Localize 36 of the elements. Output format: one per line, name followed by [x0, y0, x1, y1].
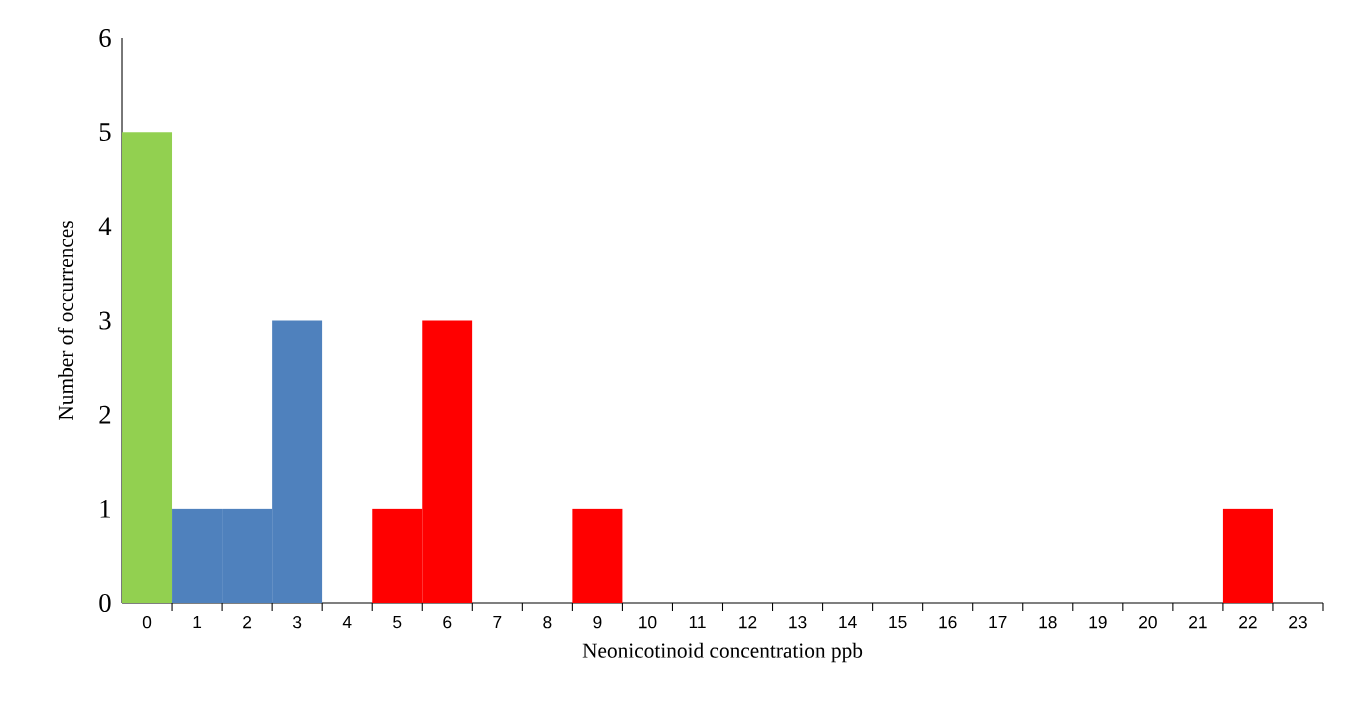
- x-tick-label: 8: [543, 616, 552, 629]
- y-tick-label: 3: [99, 311, 111, 330]
- x-tick-label: 23: [1289, 616, 1307, 629]
- x-tick-label: 22: [1239, 616, 1257, 629]
- x-tick-label: 9: [593, 616, 602, 629]
- x-tick-label: 21: [1189, 616, 1207, 629]
- y-tick-label: 6: [99, 29, 111, 47]
- x-tick-label: 18: [1039, 616, 1057, 629]
- y-tick-label: 2: [99, 405, 111, 424]
- x-tick-label: 0: [142, 616, 152, 629]
- x-tick-label: 2: [243, 616, 252, 629]
- x-tick-label: 13: [789, 616, 807, 629]
- x-axis-title: Neonicotinoid concentration ppb: [582, 642, 863, 663]
- x-tick-label: 1: [193, 616, 202, 628]
- x-tick-label: 3: [293, 616, 302, 629]
- y-axis-title: Number of occurrences: [57, 221, 74, 420]
- x-tick-label: 12: [739, 616, 757, 629]
- y-tick-label: 5: [99, 123, 111, 142]
- y-tick-label: 0: [99, 593, 111, 612]
- bar: [122, 132, 173, 603]
- x-tick-label: 6: [443, 616, 452, 629]
- x-tick-label: 14: [839, 616, 857, 628]
- x-tick-label: 7: [493, 616, 502, 628]
- x-tick-label: 20: [1139, 616, 1157, 629]
- x-tick-label: 11: [689, 616, 706, 628]
- y-tick-label: 1: [100, 500, 111, 518]
- x-tick-label: 15: [889, 616, 907, 629]
- x-tick-label: 16: [939, 616, 957, 629]
- bar: [1222, 508, 1273, 603]
- bar: [572, 508, 623, 603]
- y-tick-label: 4: [98, 217, 112, 236]
- x-tick-label: 10: [639, 616, 657, 629]
- x-tick-label: 5: [393, 616, 402, 629]
- x-tick-label: 17: [989, 616, 1007, 628]
- x-tick-label: 4: [342, 616, 352, 628]
- x-tick-label: 19: [1089, 616, 1107, 629]
